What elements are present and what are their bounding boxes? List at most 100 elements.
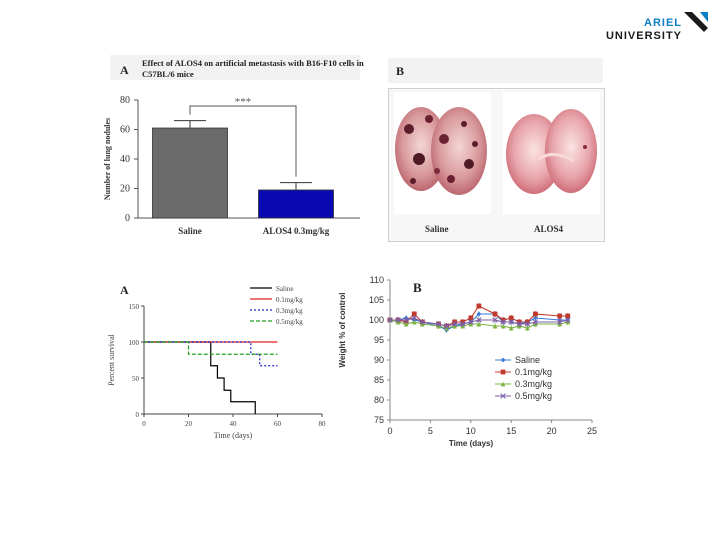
weight-point xyxy=(557,313,563,319)
weight-point xyxy=(508,315,514,321)
panel-label-a-bottom: A xyxy=(120,283,129,297)
saline-lung-image xyxy=(395,107,487,195)
weight-point xyxy=(411,311,417,317)
weight-y-tick-label: 80 xyxy=(374,395,384,405)
weight-legend-marker xyxy=(500,369,506,375)
survival-y-tick-label: 100 xyxy=(129,339,140,347)
survival-legend-label: 0.3mg/kg xyxy=(276,307,303,315)
survival-line-4 xyxy=(144,341,278,355)
weight-x-tick-label: 5 xyxy=(428,426,433,436)
lung-photos xyxy=(394,92,600,214)
weight-point xyxy=(533,315,538,321)
logo-line1: ARIEL xyxy=(644,17,682,29)
weight-legend-marker xyxy=(500,357,506,363)
survival-y-axis-label: Percent survival xyxy=(107,333,116,386)
weight-legend-label: Saline xyxy=(515,355,540,365)
survival-legend-label: 0.1mg/kg xyxy=(276,296,303,304)
weight-point xyxy=(419,319,426,325)
weight-point xyxy=(492,323,498,329)
bar-y-tick-label: 80 xyxy=(120,95,130,106)
weight-point xyxy=(476,303,482,309)
weight-point xyxy=(468,315,474,321)
bar-y-tick-label: 60 xyxy=(120,125,130,136)
weight-point xyxy=(468,319,474,325)
weight-point xyxy=(508,319,514,325)
weight-point xyxy=(403,317,409,323)
weight-point xyxy=(492,317,498,323)
weight-point xyxy=(387,317,393,323)
bar-2 xyxy=(258,189,334,219)
weight-point xyxy=(565,317,571,323)
survival-x-axis-label: Time (days) xyxy=(214,431,253,440)
weight-x-tick-label: 10 xyxy=(466,426,476,436)
photo-label-saline: Saline xyxy=(425,224,449,234)
survival-x-tick-label: 80 xyxy=(319,420,327,428)
weight-point xyxy=(556,319,563,325)
significance-label: *** xyxy=(235,96,252,108)
weight-y-tick-label: 75 xyxy=(374,415,384,425)
alos4-lung-image xyxy=(506,109,597,194)
survival-y-tick-label: 50 xyxy=(132,375,140,383)
bar-category-label: ALOS4 0.3mg/kg xyxy=(263,226,330,236)
photo-label-alos4: ALOS4 xyxy=(534,224,564,234)
weight-y-tick-label: 90 xyxy=(374,355,384,365)
survival-x-tick-label: 40 xyxy=(230,420,238,428)
bar-1 xyxy=(152,127,228,219)
bar-y-axis-label: Number of lung nodules xyxy=(103,118,112,200)
weight-legend-label: 0.5mg/kg xyxy=(515,391,552,401)
bar-y-tick-label: 20 xyxy=(120,184,130,195)
weight-y-tick-label: 105 xyxy=(369,295,384,305)
weight-y-tick-label: 110 xyxy=(370,275,384,285)
bar-y-tick-label: 0 xyxy=(125,213,130,224)
bar-chart-header xyxy=(110,55,360,80)
weight-legend-label: 0.3mg/kg xyxy=(515,379,552,389)
weight-point xyxy=(435,321,442,327)
bar-category-label: Saline xyxy=(178,226,202,236)
weight-x-tick-label: 15 xyxy=(506,426,516,436)
weight-y-tick-label: 100 xyxy=(369,315,384,325)
weight-chart: B 75 80 85 90 95 100 105 110 0 5 10 15 20 25 Time (days… xyxy=(338,275,597,448)
weight-point xyxy=(492,311,498,317)
survival-y-tick-label: 0 xyxy=(136,411,140,419)
weight-y-axis-label: Weight % of control xyxy=(338,293,347,368)
panel-label-a-top: A xyxy=(120,63,129,77)
survival-x-tick-label: 60 xyxy=(274,420,282,428)
weight-x-tick-label: 0 xyxy=(387,426,392,436)
survival-x-tick-label: 0 xyxy=(142,420,146,428)
weight-point xyxy=(395,317,401,323)
weight-point xyxy=(524,321,531,327)
weight-legend-label: 0.1mg/kg xyxy=(515,367,552,377)
survival-line-3 xyxy=(144,341,278,367)
weight-x-axis-label: Time (days) xyxy=(449,439,494,448)
panel-label-b-bottom: B xyxy=(413,280,422,295)
weight-point xyxy=(565,313,571,319)
weight-point xyxy=(476,311,482,317)
weight-point xyxy=(476,317,482,323)
bar-y-tick-label: 40 xyxy=(120,154,130,165)
survival-line-1 xyxy=(144,341,256,414)
weight-legend-marker xyxy=(500,381,506,387)
weight-point xyxy=(500,323,506,329)
survival-legend-label: Saline xyxy=(276,285,294,293)
weight-point xyxy=(403,321,409,327)
survival-y-tick-label: 150 xyxy=(129,303,140,311)
ariel-university-logo: ARIEL UNIVERSITY xyxy=(596,8,716,44)
weight-point xyxy=(411,315,417,321)
weight-point xyxy=(451,321,458,327)
weight-point xyxy=(524,325,530,331)
weight-point xyxy=(411,319,417,325)
weight-point xyxy=(476,321,482,327)
significance-bracket xyxy=(189,105,297,177)
panel-label-b-top: B xyxy=(396,64,405,78)
ariel-chevron-icon xyxy=(684,12,708,32)
weight-point xyxy=(533,311,538,317)
weight-point xyxy=(500,319,506,325)
weight-point xyxy=(459,321,466,327)
survival-chart: A 0 50 100 150 0 20 40 60 80 Time (days) Percent su… xyxy=(107,283,327,440)
weight-y-tick-label: 85 xyxy=(374,375,384,385)
weight-point xyxy=(532,319,539,325)
weight-point xyxy=(516,321,523,327)
weight-legend-marker xyxy=(500,393,506,399)
bar-chart-title: Effect of ALOS4 on artificial metastasis… xyxy=(142,58,364,79)
survival-x-tick-label: 20 xyxy=(185,420,193,428)
